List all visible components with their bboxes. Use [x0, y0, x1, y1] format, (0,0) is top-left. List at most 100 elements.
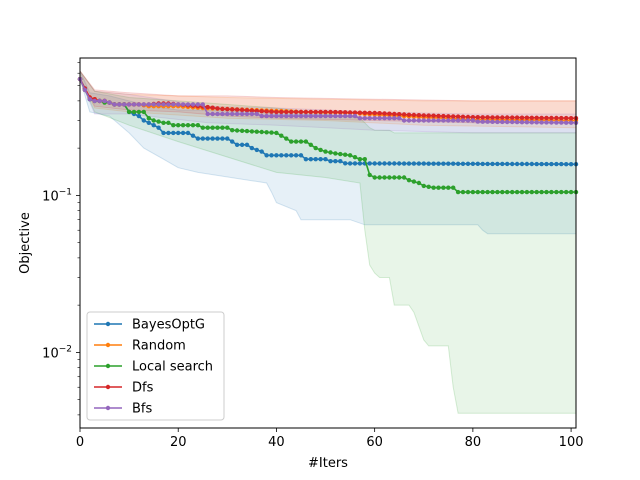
bayesoptg-point [195, 136, 201, 141]
bfs-point [215, 111, 220, 117]
dfs-point [215, 106, 220, 111]
local-search-point [171, 123, 176, 128]
local-search-point [205, 125, 210, 130]
legend-marker [105, 321, 111, 327]
dfs-point [225, 107, 230, 112]
legend-entry-bfs: Bfs [94, 402, 152, 417]
bfs-point [205, 111, 210, 117]
local-search-point [446, 185, 451, 190]
legend-label: Local search [132, 360, 213, 375]
bayesoptg-point [539, 161, 544, 167]
local-search-point [289, 139, 294, 144]
bfs-point [568, 120, 574, 125]
bayesoptg-point [352, 161, 358, 166]
bfs-point [180, 102, 186, 107]
bfs-point [259, 113, 264, 119]
bfs-point [102, 98, 107, 104]
bayesoptg-point [205, 136, 210, 141]
bayesoptg-point [284, 153, 289, 158]
bfs-point [441, 118, 446, 123]
bfs-point [141, 102, 146, 107]
bfs-point [122, 102, 127, 107]
bayesoptg-point [441, 161, 446, 166]
dfs-point [544, 115, 549, 121]
bfs-point [225, 111, 230, 117]
dfs-point [431, 113, 436, 118]
dfs-point [289, 109, 294, 115]
local-search-point [451, 185, 456, 190]
bfs-point [293, 113, 299, 119]
bayesoptg-point [446, 161, 451, 166]
local-search-point [200, 125, 205, 130]
bayesoptg-point [225, 136, 230, 141]
bayesoptg-point [190, 133, 196, 138]
dfs-point [313, 109, 318, 115]
bayesoptg-point [436, 161, 441, 166]
bayesoptg-point [564, 162, 569, 167]
bfs-series [77, 76, 579, 126]
bfs-point [524, 120, 530, 125]
bayesoptg-point [495, 161, 500, 167]
local-search-point [146, 116, 151, 121]
local-search-point [367, 172, 372, 178]
bfs-point [421, 118, 426, 123]
dfs-point [269, 109, 274, 114]
bfs-point [92, 98, 97, 104]
bfs-point [220, 111, 225, 117]
local-search-point [539, 189, 544, 195]
bayesoptg-point [431, 161, 436, 166]
bayesoptg-point [505, 161, 510, 167]
bfs-point [279, 113, 284, 119]
local-search-point [510, 189, 515, 195]
bfs-point [534, 120, 539, 125]
dfs-point [205, 104, 210, 110]
dfs-point [382, 111, 387, 116]
dfs-point [274, 109, 279, 115]
local-search-point [166, 120, 171, 126]
dfs-point [406, 112, 412, 118]
legend-entry-dfs: Dfs [94, 381, 154, 396]
dfs-point [372, 110, 377, 116]
local-search-point [230, 128, 235, 133]
bayesoptg-point [480, 161, 485, 167]
local-search-point [549, 189, 554, 195]
bfs-point [416, 118, 422, 123]
dfs-point [470, 115, 476, 120]
bayesoptg-point [244, 142, 250, 147]
bfs-point [480, 119, 485, 124]
local-search-point [254, 129, 259, 134]
bayesoptg-point [230, 139, 235, 144]
bfs-point [347, 113, 353, 119]
dfs-point [303, 109, 309, 115]
legend-entry-bayesoptg: BayesOptG [94, 318, 205, 333]
bayesoptg-point [514, 161, 520, 167]
local-search-point [554, 189, 559, 195]
bayesoptg-point [239, 142, 245, 147]
bfs-point [308, 113, 313, 119]
dfs-point [549, 115, 554, 121]
local-search-point [529, 189, 534, 195]
bfs-point [470, 118, 476, 123]
bfs-point [411, 118, 417, 123]
local-search-point [220, 125, 225, 130]
dfs-point [284, 109, 289, 115]
local-search-point [401, 175, 407, 180]
bayesoptg-point [529, 161, 534, 167]
local-search-point [274, 130, 279, 136]
dfs-point [367, 110, 372, 116]
legend-entry-random: Random [94, 339, 186, 354]
bfs-point [156, 102, 161, 107]
local-search-point [470, 189, 476, 195]
bfs-point [323, 113, 328, 119]
dfs-point [451, 114, 456, 119]
bfs-point [544, 120, 549, 125]
bayesoptg-point [323, 157, 328, 162]
bayesoptg-point [146, 120, 151, 126]
dfs-point [465, 114, 471, 120]
bayesoptg-point [470, 161, 476, 166]
bfs-point [500, 119, 505, 125]
local-search-point [328, 150, 333, 155]
local-search-point [225, 125, 230, 130]
bayesoptg-point [185, 130, 191, 136]
bfs-point [234, 111, 240, 117]
